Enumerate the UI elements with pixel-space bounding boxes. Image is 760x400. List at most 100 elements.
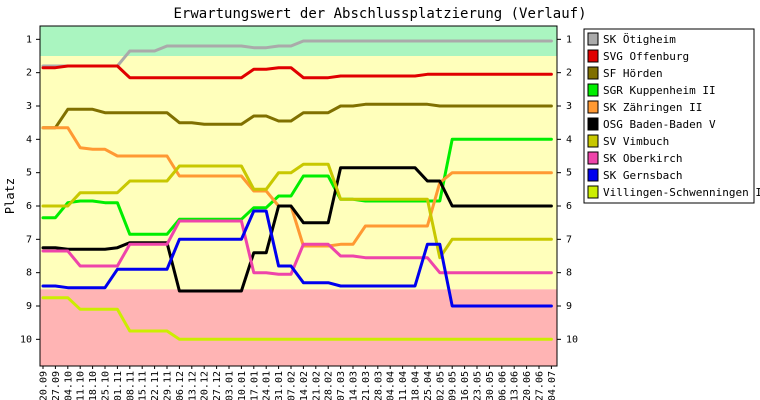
x-tick-label: 21.02 xyxy=(311,371,322,400)
x-tick-label: 16.05 xyxy=(460,371,471,400)
x-tick-label: 25.04 xyxy=(423,371,434,400)
series-line-7 xyxy=(41,162,553,260)
y-tick-label-left: 8 xyxy=(26,268,32,279)
legend-label-1: SK Ötigheim xyxy=(603,33,676,46)
x-tick-label: 04.07 xyxy=(547,371,558,400)
legend-label-9: SK Gernsbach xyxy=(603,169,682,182)
legend-label-7: SV Vimbuch xyxy=(603,135,669,148)
legend-swatch-6 xyxy=(587,117,599,131)
series-line-2 xyxy=(41,64,553,80)
x-tick-label: 04.04 xyxy=(386,371,397,400)
y-axis-right: 1 2 3 4 5 6 7 8 9 10 xyxy=(557,34,578,345)
series-line-8 xyxy=(41,219,553,276)
y-tick-label-right: 3 xyxy=(566,101,572,112)
y-tick-label-right: 6 xyxy=(566,201,572,212)
x-tick-label: 15.11 xyxy=(138,371,149,400)
legend-swatch-9 xyxy=(587,168,599,182)
legend-box xyxy=(583,28,755,204)
x-tick-label: 13.06 xyxy=(510,371,521,400)
y-tick-label-left: 3 xyxy=(26,101,32,112)
y-tick-label-right: 2 xyxy=(566,68,572,79)
y-tick-label-right: 8 xyxy=(566,268,572,279)
x-tick-label: 17.01 xyxy=(249,371,260,400)
x-tick-label: 30.05 xyxy=(485,371,496,400)
legend-swatch-7 xyxy=(587,134,599,148)
y-tick-label-left: 2 xyxy=(26,68,32,79)
legend-label-2: SVG Offenburg xyxy=(603,50,689,63)
legend-swatch-10 xyxy=(587,185,599,199)
x-tick-label: 27.12 xyxy=(212,371,223,400)
x-tick-label: 25.10 xyxy=(101,371,112,400)
series-line-1 xyxy=(41,39,553,68)
x-tick-label: 23.05 xyxy=(473,371,484,400)
x-tick-label: 22.11 xyxy=(150,371,161,400)
background-zones xyxy=(40,26,557,366)
x-tick-label: 04.10 xyxy=(63,371,74,400)
y-tick-label-left: 6 xyxy=(26,201,32,212)
x-tick-label: 20.09 xyxy=(39,371,50,400)
x-tick-label: 27.06 xyxy=(535,371,546,400)
x-tick-label: 31.01 xyxy=(274,371,285,400)
x-tick-label: 28.02 xyxy=(324,371,335,400)
x-tick-label: 28.03 xyxy=(373,371,384,400)
series-line-5 xyxy=(41,126,553,248)
series-line-10 xyxy=(41,296,553,341)
x-tick-label: 03.01 xyxy=(225,371,236,400)
series-lines xyxy=(41,39,553,341)
x-tick-label: 13.12 xyxy=(187,371,198,400)
x-tick-label: 29.11 xyxy=(163,371,174,400)
legend-swatch-8 xyxy=(587,151,599,165)
x-tick-label: 27.09 xyxy=(51,371,62,400)
x-tick-label: 06.12 xyxy=(175,371,186,400)
plot-frame xyxy=(39,25,558,367)
legend-label-3: SF Hörden xyxy=(603,67,663,80)
x-tick-label: 14.03 xyxy=(349,371,360,400)
x-tick-label: 07.02 xyxy=(287,371,298,400)
x-tick-label: 21.03 xyxy=(361,371,372,400)
x-tick-label: 24.01 xyxy=(262,371,273,400)
x-tick-label: 20.12 xyxy=(200,371,211,400)
x-tick-label: 10.01 xyxy=(237,371,248,400)
y-tick-label-right: 4 xyxy=(566,134,572,145)
series-line-3 xyxy=(41,102,553,130)
legend-swatch-1 xyxy=(587,32,599,46)
y-tick-label-right: 5 xyxy=(566,168,572,179)
y-tick-label-left: 5 xyxy=(26,168,32,179)
x-tick-label: 11.10 xyxy=(76,371,87,400)
x-tick-label: 18.10 xyxy=(88,371,99,400)
y-tick-label-right: 1 xyxy=(566,34,572,45)
chart-title: Erwartungswert der Abschlussplatzierung … xyxy=(173,6,586,22)
legend-swatch-5 xyxy=(587,100,599,114)
x-tick-label: 11.04 xyxy=(398,371,409,400)
series-line-6 xyxy=(41,166,553,293)
x-tick-label: 08.11 xyxy=(125,371,136,400)
y-tick-label-left: 7 xyxy=(26,234,32,245)
legend-label-4: SGR Kuppenheim II xyxy=(603,84,716,97)
legend-label-6: OSG Baden-Baden V xyxy=(603,118,716,131)
y-axis-label: Platz xyxy=(3,178,17,214)
y-tick-label-left: 1 xyxy=(26,34,32,45)
y-tick-label-left: 9 xyxy=(26,301,32,312)
y-tick-label-right: 10 xyxy=(566,334,578,345)
legend-swatch-2 xyxy=(587,49,599,63)
y-tick-label-right: 7 xyxy=(566,234,572,245)
zone-band-3 xyxy=(40,289,557,366)
y-axis-left: 1 2 3 4 5 6 7 8 9 10 xyxy=(20,34,40,345)
series-line-4 xyxy=(41,137,553,236)
x-tick-label: 07.03 xyxy=(336,371,347,400)
x-tick-label: 01.11 xyxy=(113,371,124,400)
x-tick-label: 09.05 xyxy=(448,371,459,400)
x-tick-label: 02.05 xyxy=(435,371,446,400)
y-tick-label-left: 10 xyxy=(20,334,32,345)
legend: SK Ötigheim SVG Offenburg SF Hörden SGR Kup… xyxy=(583,28,760,204)
legend-swatch-3 xyxy=(587,66,599,80)
x-tick-label: 14.02 xyxy=(299,371,310,400)
legend-label-8: SK Oberkirch xyxy=(603,152,682,165)
x-tick-label: 06.06 xyxy=(497,371,508,400)
series-line-9 xyxy=(41,209,553,308)
x-tick-label: 18.04 xyxy=(411,371,422,400)
y-tick-label-left: 4 xyxy=(26,134,32,145)
legend-swatch-4 xyxy=(587,83,599,97)
